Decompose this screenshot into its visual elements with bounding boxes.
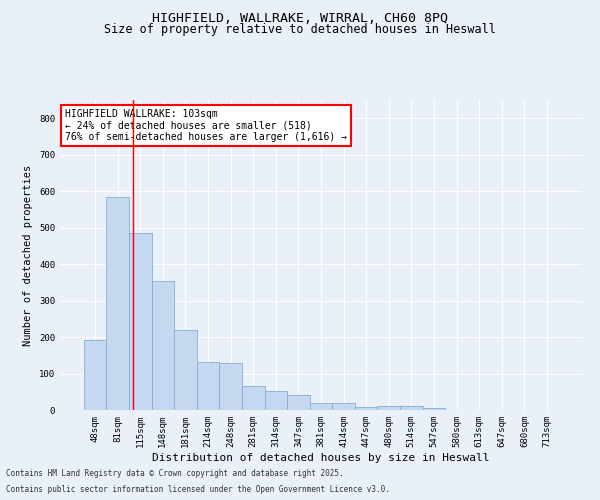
Bar — [355, 408, 377, 410]
Bar — [106, 196, 129, 410]
Text: HIGHFIELD, WALLRAKE, WIRRAL, CH60 8PQ: HIGHFIELD, WALLRAKE, WIRRAL, CH60 8PQ — [152, 12, 448, 26]
Bar — [197, 362, 220, 410]
Bar — [377, 406, 400, 410]
Bar — [265, 391, 287, 410]
X-axis label: Distribution of detached houses by size in Heswall: Distribution of detached houses by size … — [152, 452, 490, 462]
Bar — [332, 404, 355, 410]
Text: Contains public sector information licensed under the Open Government Licence v3: Contains public sector information licen… — [6, 485, 390, 494]
Bar — [174, 330, 197, 410]
Bar — [422, 408, 445, 410]
Bar — [84, 340, 106, 410]
Bar — [242, 386, 265, 410]
Bar — [220, 362, 242, 410]
Text: HIGHFIELD WALLRAKE: 103sqm
← 24% of detached houses are smaller (518)
76% of sem: HIGHFIELD WALLRAKE: 103sqm ← 24% of deta… — [65, 110, 347, 142]
Bar — [400, 406, 422, 410]
Bar — [287, 396, 310, 410]
Text: Contains HM Land Registry data © Crown copyright and database right 2025.: Contains HM Land Registry data © Crown c… — [6, 468, 344, 477]
Text: Size of property relative to detached houses in Heswall: Size of property relative to detached ho… — [104, 22, 496, 36]
Bar — [152, 280, 174, 410]
Bar — [310, 404, 332, 410]
Bar — [129, 233, 152, 410]
Y-axis label: Number of detached properties: Number of detached properties — [23, 164, 34, 346]
